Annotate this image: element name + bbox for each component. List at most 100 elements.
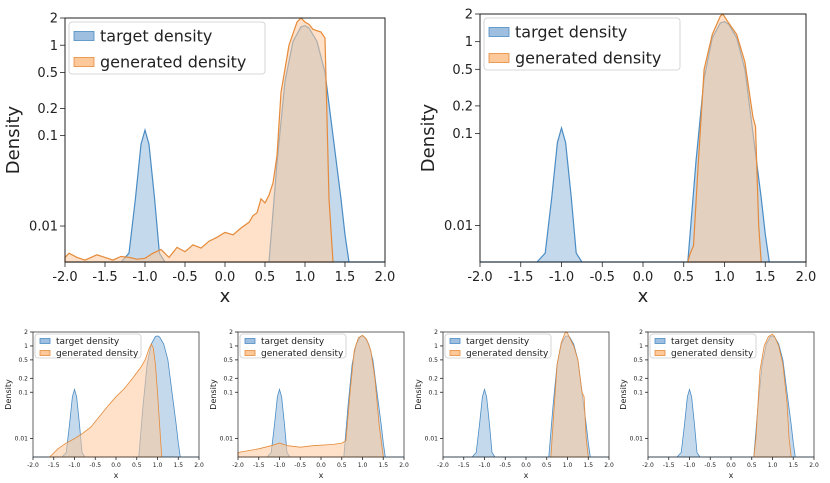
x-tick-label: 1.5 <box>583 462 593 469</box>
y-tick-label: 0.01 <box>425 436 439 443</box>
legend-label-target: target density <box>100 27 212 46</box>
density-area-generated <box>64 17 334 263</box>
legend: target density generated density <box>239 333 347 359</box>
x-tick-label: 0.0 <box>316 462 326 469</box>
y-tick-label: 0.5 <box>428 357 438 364</box>
x-tick-label: 1.0 <box>153 462 163 469</box>
x-tick-label: -1.5 <box>508 270 533 285</box>
x-tick-label: 0.5 <box>132 462 142 469</box>
legend-box <box>239 333 347 359</box>
x-axis-label: x <box>638 286 649 307</box>
y-tick-label: 0.01 <box>29 220 58 235</box>
x-tick-label: -1.5 <box>663 462 675 469</box>
x-tick-label: -1.0 <box>549 270 574 285</box>
x-tick-label: -2.0 <box>232 462 244 469</box>
legend-label-generated: generated density <box>466 349 549 359</box>
y-tick-label: 0.5 <box>37 66 58 81</box>
legend-swatch-generated <box>488 53 510 63</box>
legend-box <box>649 333 757 359</box>
y-tick-label: 0.2 <box>18 375 28 382</box>
legend-label-generated: generated density <box>56 349 139 359</box>
x-tick-label: -1.5 <box>458 462 470 469</box>
x-tick-label: -1.0 <box>69 462 81 469</box>
density-area-generated <box>237 334 384 458</box>
x-axis-label: x <box>524 471 529 480</box>
chart-panel-bottom-3: -2.0 -1.5 -1.0 -0.5 0.0 0.5 1.0 1.5 2.0 0.01 0.1 0.… <box>414 329 614 480</box>
legend-label-target: target density <box>515 23 627 42</box>
x-tick-label: -1.0 <box>684 462 696 469</box>
legend: target density generated density <box>68 21 266 75</box>
legend-swatch-generated <box>449 350 461 356</box>
legend-swatch-target <box>244 338 256 344</box>
x-tick-label: -2.0 <box>52 270 77 285</box>
y-tick-label: 0.5 <box>633 357 643 364</box>
y-axis-label: Density <box>3 105 24 174</box>
y-tick-label: 0.1 <box>37 129 58 144</box>
chart-panel-bottom-1: -2.0 -1.5 -1.0 -0.5 0.0 0.5 1.0 1.5 2.0 0.01 0.1 0.… <box>4 329 204 480</box>
x-tick-label: -1.5 <box>253 462 265 469</box>
x-tick-label: -2.0 <box>642 462 654 469</box>
x-tick-label: -0.5 <box>172 270 197 285</box>
legend-box <box>68 21 266 75</box>
y-tick-label: 0.2 <box>452 99 473 114</box>
y-tick-label: 0.5 <box>18 357 28 364</box>
x-tick-label: -1.0 <box>274 462 286 469</box>
y-tick-label: 0.2 <box>428 375 438 382</box>
legend-label-generated: generated density <box>261 349 344 359</box>
legend-label-generated: generated density <box>671 349 754 359</box>
x-axis-label: x <box>319 471 324 480</box>
y-tick-label: 0.1 <box>428 389 438 396</box>
y-tick-label: 2 <box>639 329 643 336</box>
x-tick-label: 1.0 <box>563 462 573 469</box>
legend-swatch-generated <box>244 350 256 356</box>
y-tick-label: 0.1 <box>223 389 233 396</box>
y-tick-label: 0.2 <box>633 375 643 382</box>
y-tick-label: 0.2 <box>37 102 58 117</box>
legend-label-target: target density <box>56 337 120 347</box>
y-axis-label: Density <box>209 379 218 410</box>
y-tick-label: 0.1 <box>633 389 643 396</box>
y-axis-label: Density <box>418 103 439 172</box>
y-tick-label: 0.1 <box>18 389 28 396</box>
x-tick-label: 0.0 <box>633 270 654 285</box>
x-tick-label: 0.0 <box>521 462 531 469</box>
y-tick-label: 1 <box>229 343 233 350</box>
x-tick-label: 0.5 <box>673 270 694 285</box>
legend: target density generated density <box>483 17 681 71</box>
y-tick-label: 2 <box>24 329 28 336</box>
legend-label-target: target density <box>671 337 735 347</box>
y-tick-label: 0.5 <box>223 357 233 364</box>
density-area-generated <box>550 331 589 458</box>
x-tick-label: 1.0 <box>768 462 778 469</box>
y-tick-label: 1 <box>24 343 28 350</box>
x-tick-label: -2.0 <box>467 270 492 285</box>
legend-label-generated: generated density <box>515 49 661 68</box>
density-area-generated <box>48 343 163 458</box>
x-tick-label: 0.5 <box>255 270 276 285</box>
chart-panel-top-left: -2.0 -1.5 -1.0 -0.5 0.0 0.5 1.0 1.5 2.0 0.01 0.1 0.… <box>3 12 395 307</box>
x-tick-label: -0.5 <box>499 462 511 469</box>
legend: target density generated density <box>649 333 757 359</box>
y-tick-label: 0.01 <box>444 219 473 234</box>
x-tick-label: 2.0 <box>796 270 817 285</box>
y-tick-label: 0.2 <box>223 375 233 382</box>
y-tick-label: 1 <box>50 39 58 54</box>
y-tick-label: 1 <box>465 35 473 50</box>
legend-swatch-target <box>73 31 95 41</box>
legend-label-target: target density <box>466 337 530 347</box>
x-tick-label: 2.0 <box>399 462 409 469</box>
x-tick-label: 1.5 <box>335 270 356 285</box>
y-tick-label: 0.5 <box>452 63 473 78</box>
legend-swatch-generated <box>39 350 51 356</box>
x-tick-label: 0.0 <box>726 462 736 469</box>
x-tick-label: 1.0 <box>714 270 735 285</box>
x-tick-label: 2.0 <box>604 462 614 469</box>
x-tick-label: -2.0 <box>27 462 39 469</box>
x-tick-label: 1.0 <box>358 462 368 469</box>
x-tick-label: -0.5 <box>89 462 101 469</box>
y-tick-label: 0.01 <box>220 436 234 443</box>
y-tick-label: 2 <box>465 8 473 23</box>
legend-label-target: target density <box>261 337 325 347</box>
y-tick-label: 0.01 <box>15 436 29 443</box>
